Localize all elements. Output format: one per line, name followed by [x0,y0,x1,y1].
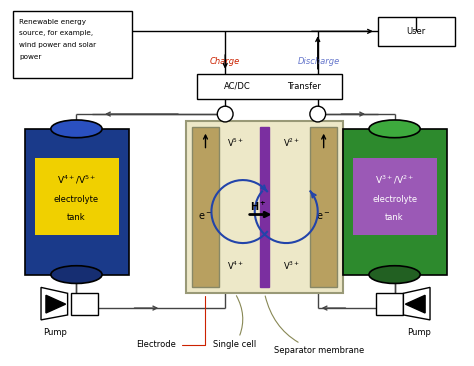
Ellipse shape [51,120,102,138]
Text: $\mathdefault{V^{3+}}$: $\mathdefault{V^{3+}}$ [283,259,300,272]
Text: Pump: Pump [43,328,67,337]
Text: AC/DC: AC/DC [224,82,250,91]
Text: $\mathdefault{V^{2+}}$: $\mathdefault{V^{2+}}$ [283,137,300,149]
Polygon shape [405,295,425,313]
Text: power: power [19,54,42,60]
Text: wind power and solar: wind power and solar [19,42,97,48]
Text: tank: tank [67,213,86,222]
Polygon shape [46,295,65,313]
Ellipse shape [51,266,102,283]
Bar [25,129,128,274]
Circle shape [217,106,233,122]
Ellipse shape [369,120,420,138]
Text: Pump: Pump [407,328,431,337]
Text: electrolyte: electrolyte [54,195,99,204]
Bar [197,74,342,99]
Bar [376,293,403,315]
Polygon shape [403,287,430,320]
Bar [260,127,270,287]
Text: Single cell: Single cell [213,296,256,350]
Text: Renewable energy: Renewable energy [19,19,86,25]
Polygon shape [41,287,68,320]
Bar [191,127,219,287]
Bar [343,129,447,274]
Text: Discharge: Discharge [298,57,340,66]
Text: $\mathdefault{V^{4+}/V^{5+}}$: $\mathdefault{V^{4+}/V^{5+}}$ [57,174,96,186]
Text: Charge: Charge [210,57,240,66]
Bar [310,127,337,287]
Text: $\mathdefault{H^+}$: $\mathdefault{H^+}$ [250,200,267,213]
Bar [35,158,119,235]
Text: source, for example,: source, for example, [19,30,93,36]
Text: Transfer: Transfer [287,82,321,91]
Text: electrolyte: electrolyte [372,195,417,204]
Text: $\mathdefault{V^{4+}}$: $\mathdefault{V^{4+}}$ [227,259,244,272]
Bar [378,16,455,46]
Text: $\mathdefault{V^{5+}}$: $\mathdefault{V^{5+}}$ [227,137,244,149]
Bar [71,293,98,315]
Text: User: User [407,27,426,36]
Text: tank: tank [385,213,404,222]
Text: Separator membrane: Separator membrane [265,296,364,355]
Bar [186,121,343,293]
Text: $\mathdefault{V^{3+}/V^{2+}}$: $\mathdefault{V^{3+}/V^{2+}}$ [375,174,414,186]
Bar [13,11,132,78]
Ellipse shape [369,266,420,283]
Text: Electrode: Electrode [137,296,206,350]
Bar [353,158,437,235]
Text: $\mathdefault{e^-}$: $\mathdefault{e^-}$ [198,211,213,222]
Text: $\mathdefault{e^-}$: $\mathdefault{e^-}$ [317,211,331,222]
Circle shape [310,106,326,122]
